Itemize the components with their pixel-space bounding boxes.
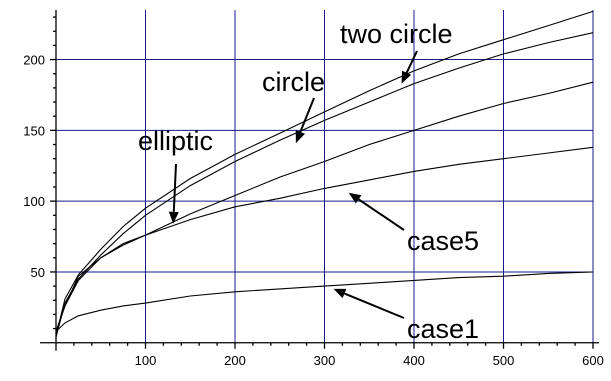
y-tick-label-50: 50 bbox=[31, 265, 45, 280]
annotation-arrowhead-two-circle bbox=[401, 70, 412, 84]
annotation-arrowhead-case5 bbox=[348, 192, 362, 204]
annotation-arrow-two-circle bbox=[405, 50, 418, 74]
annotations: two circle circle elliptic case5 case1 bbox=[138, 19, 479, 344]
annotation-arrowhead-circle bbox=[295, 130, 305, 144]
series-line-elliptic bbox=[55, 81, 594, 332]
annotation-label-case5: case5 bbox=[407, 226, 479, 256]
y-tick-label-100: 100 bbox=[23, 194, 45, 209]
series-line-case5 bbox=[55, 146, 594, 332]
axes: 100 200 300 400 500 600 50 100 150 200 bbox=[23, 10, 604, 368]
annotation-label-circle: circle bbox=[262, 67, 325, 97]
annotation-arrow-case1 bbox=[344, 292, 405, 319]
x-tick-label-200: 200 bbox=[224, 353, 246, 368]
series-line-two-circle bbox=[55, 10, 594, 336]
annotation-arrowhead-elliptic bbox=[168, 211, 179, 224]
annotation-arrow-circle bbox=[299, 97, 315, 133]
y-tick-label-150: 150 bbox=[23, 123, 45, 138]
x-tick-label-100: 100 bbox=[135, 353, 157, 368]
x-tick-label-300: 300 bbox=[314, 353, 336, 368]
x-tick-label-600: 600 bbox=[582, 353, 604, 368]
annotation-arrow-elliptic bbox=[172, 163, 177, 212]
y-tick-label-200: 200 bbox=[23, 53, 45, 68]
x-tick-label-400: 400 bbox=[403, 353, 425, 368]
series-lines bbox=[55, 10, 594, 338]
annotation-arrow-case5 bbox=[358, 198, 405, 231]
annotation-label-two-circle: two circle bbox=[340, 19, 453, 49]
x-tick-label-500: 500 bbox=[493, 353, 515, 368]
grid-lines bbox=[56, 10, 594, 347]
annotation-label-elliptic: elliptic bbox=[138, 126, 213, 156]
annotation-arrowhead-case1 bbox=[333, 288, 347, 299]
annotation-label-case1: case1 bbox=[407, 314, 479, 344]
series-line-case1 bbox=[55, 271, 594, 332]
